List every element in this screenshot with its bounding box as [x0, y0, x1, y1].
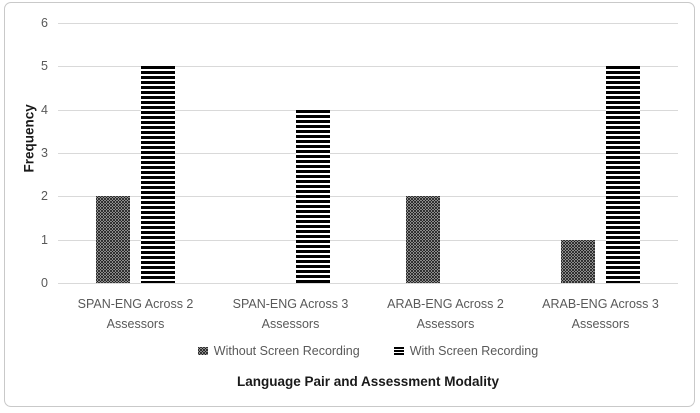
y-tick-label: 4 [41, 103, 48, 117]
x-category-label: SPAN-ENG Across 2 Assessors [77, 297, 194, 331]
gridline [58, 283, 678, 284]
bar-series0-cat0 [96, 196, 130, 283]
legend: Without Screen Recording With Screen Rec… [58, 344, 678, 358]
bar-series1-cat3 [606, 66, 640, 283]
y-tick-label: 3 [41, 146, 48, 160]
legend-item-with-screen-recording: With Screen Recording [393, 344, 539, 358]
x-category-label: ARAB-ENG Across 2 Assessors [387, 297, 504, 331]
y-tick-label: 6 [41, 16, 48, 30]
dotted-pattern-swatch-icon [197, 347, 208, 355]
legend-label-without: Without Screen Recording [213, 344, 360, 358]
gridline [58, 110, 678, 111]
gridline [58, 240, 678, 241]
x-axis-title: Language Pair and Assessment Modality [236, 374, 500, 389]
legend-item-without-screen-recording: Without Screen Recording [197, 344, 360, 358]
x-category-label: ARAB-ENG Across 3 Assessors [542, 297, 659, 331]
y-tick-label: 0 [41, 276, 48, 290]
y-tick-label: 1 [41, 233, 48, 247]
legend-label-with: With Screen Recording [409, 344, 539, 358]
gridline [58, 153, 678, 154]
gridline [58, 196, 678, 197]
bar-series0-cat2 [406, 196, 440, 283]
bar-series1-cat0 [141, 66, 175, 283]
gridline [58, 66, 678, 67]
y-tick-label: 2 [41, 189, 48, 203]
bar-series1-cat1 [296, 110, 330, 283]
y-tick-label: 5 [41, 59, 48, 73]
bar-series0-cat3 [561, 240, 595, 283]
x-category-label: SPAN-ENG Across 3 Assessors [232, 297, 349, 331]
striped-pattern-swatch-icon [393, 347, 404, 355]
gridline [58, 23, 678, 24]
